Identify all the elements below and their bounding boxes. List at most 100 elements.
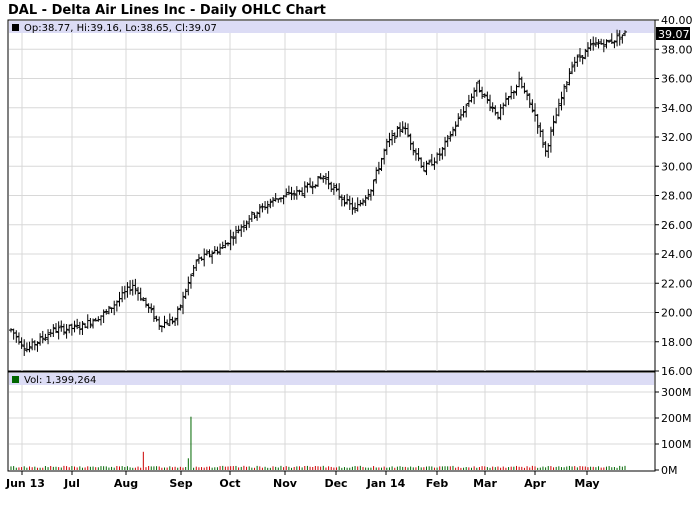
ohlc-bar: [149, 303, 154, 314]
price-tick-label: 18.00: [661, 336, 693, 349]
ohlc-bar: [53, 323, 58, 334]
x-tick-label: May: [574, 477, 599, 490]
price-tick-label: 26.00: [661, 219, 693, 232]
ohlc-bar: [405, 123, 410, 138]
price-tick-label: 30.00: [661, 160, 693, 173]
ohlc-bar: [368, 189, 373, 201]
price-tick-label: 40.00: [661, 14, 693, 27]
volume-tick-label: 100M: [661, 438, 692, 451]
ohlc-bar: [395, 125, 400, 138]
volume-tick-label: 0M: [661, 464, 678, 477]
ohlc-bar: [56, 321, 61, 340]
ohlc-bar: [323, 173, 328, 185]
ohlc-bar: [548, 126, 553, 153]
ohlc-bar: [503, 92, 508, 107]
ohlc-bar: [511, 90, 516, 99]
ohlc-bar: [474, 82, 479, 97]
ohlc-bar: [525, 89, 530, 101]
ohlc-bar: [398, 122, 403, 137]
ohlc-bar: [607, 39, 612, 43]
ohlc-bar: [342, 195, 347, 207]
ohlc-bar: [138, 287, 143, 301]
volume-axis: 0M 100M 200M 300M: [655, 386, 692, 477]
ohlc-bar: [181, 291, 186, 315]
ohlc-bar: [40, 330, 45, 344]
ohlc-bar: [19, 337, 24, 349]
x-tick-label: Jun 13: [5, 477, 45, 490]
ohlc-bar: [91, 318, 96, 329]
ohlc-bar: [477, 79, 482, 93]
ohlc-bar: [27, 341, 32, 353]
ohlc-bar: [194, 259, 199, 271]
ohlc-bar: [143, 297, 148, 308]
ohlc-bar: [170, 316, 175, 325]
ohlc-bar: [540, 129, 545, 148]
ohlc-bar: [231, 231, 236, 246]
x-tick-label: Aug: [114, 477, 138, 490]
volume-legend-text: Vol: 1,399,264: [24, 375, 96, 386]
ohlc-bar: [233, 225, 238, 244]
ohlc-bar: [88, 318, 93, 329]
ohlc-bar: [522, 82, 527, 94]
ohlc-bar: [286, 185, 291, 196]
ohlc-bar: [609, 33, 614, 44]
ohlc-bar: [562, 84, 567, 106]
x-tick-label: Apr: [524, 477, 546, 490]
ohlc-bar: [255, 211, 260, 221]
ohlc-bar: [294, 186, 299, 200]
ohlc-bar: [480, 86, 485, 99]
ohlc-bar: [284, 188, 289, 198]
volume-panel: [7, 371, 656, 472]
volume-tick-label: 200M: [661, 412, 692, 425]
x-tick-label: Dec: [324, 477, 347, 490]
ohlc-bar: [316, 176, 320, 187]
ohlc-bar: [46, 329, 51, 345]
ohlc-bar: [564, 81, 569, 93]
ohlc-bar: [228, 229, 233, 251]
ohlc-bar: [543, 141, 548, 157]
ohlc-bar: [527, 93, 532, 108]
ohlc-bar: [14, 330, 19, 343]
ohlc-bar: [136, 286, 141, 301]
ohlc-bar: [339, 194, 344, 207]
ohlc-bar: [292, 190, 297, 200]
ohlc-bar: [265, 200, 270, 214]
ohlc-bar: [210, 250, 215, 264]
ohlc-bar: [271, 196, 276, 207]
ohlc-bar: [400, 121, 405, 134]
ohlc-bar: [101, 309, 106, 324]
x-tick-label: Oct: [219, 477, 240, 490]
ohlc-bar: [133, 278, 138, 295]
ohlc-bar: [551, 115, 556, 136]
price-tick-label: 20.00: [661, 307, 693, 320]
ohlc-bar: [450, 126, 455, 137]
ohlc-bar: [601, 39, 606, 53]
ohlc-bar: [583, 48, 588, 60]
ohlc-bar: [485, 91, 490, 104]
ohlc-bar: [411, 141, 416, 156]
x-tick-label: Feb: [426, 477, 449, 490]
ohlc-bar: [300, 187, 305, 197]
x-tick-label: Sep: [169, 477, 192, 490]
ohlc-bar: [488, 94, 493, 112]
ohlc-bar: [456, 113, 461, 127]
ohlc-bar: [175, 306, 180, 326]
ohlc-bar: [556, 98, 561, 117]
ohlc-bar: [64, 324, 69, 339]
ohlc-bar: [104, 309, 109, 315]
volume-legend-band: [9, 373, 654, 385]
ohlc-bar: [575, 54, 580, 67]
ohlc-bar: [241, 220, 246, 233]
ohlc-bar: [51, 324, 56, 337]
ohlc-bar: [408, 133, 413, 151]
ohlc-bar: [77, 321, 82, 335]
x-tick-label: Jul: [63, 477, 80, 490]
ohlc-bar: [157, 316, 162, 330]
ohlc-bar: [249, 211, 254, 222]
ohlc-bar: [588, 39, 593, 51]
ohlc-bar: [146, 303, 151, 313]
ohlc-bar: [22, 339, 27, 356]
ohlc-bar: [585, 42, 590, 57]
ohlc-bar: [75, 318, 80, 330]
